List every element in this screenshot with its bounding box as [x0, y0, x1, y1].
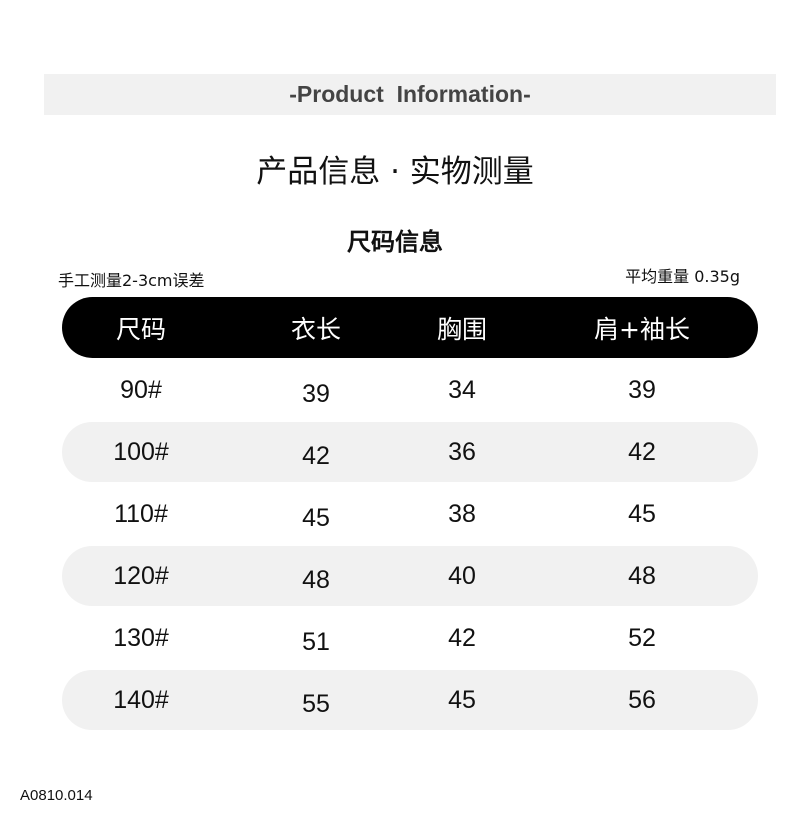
header-shoulder-sleeve: 肩+袖长 [594, 314, 690, 344]
product-code: A0810.014 [20, 787, 93, 804]
cell-size: 100# [113, 437, 169, 466]
cell-size: 110# [114, 499, 168, 528]
size-info-heading: 尺码信息 [345, 222, 445, 257]
cell-shoulder-sleeve: 48 [628, 561, 656, 590]
cell-chest: 38 [448, 499, 476, 528]
cell-length: 45 [302, 503, 330, 532]
table-header: 尺码 衣长 胸围 肩+袖长 [62, 297, 758, 358]
cell-size: 90# [120, 375, 162, 404]
cell-chest: 45 [448, 685, 476, 714]
table-row: 90# 39 34 39 [62, 360, 758, 420]
cell-chest: 40 [448, 561, 476, 590]
cell-shoulder-sleeve: 52 [628, 623, 656, 652]
page-title: 产品信息 · 实物测量 [256, 154, 534, 190]
table-row: 100# 42 36 42 [62, 422, 758, 482]
cell-length: 42 [302, 441, 330, 470]
header-size: 尺码 [115, 314, 166, 344]
cell-chest: 34 [448, 375, 476, 404]
table-row: 120# 48 40 48 [62, 546, 758, 606]
cell-length: 51 [302, 627, 330, 656]
header-chest: 胸围 [436, 314, 487, 344]
cell-length: 39 [302, 379, 330, 408]
average-weight-note: 平均重量 0.35g [625, 267, 740, 286]
cell-size: 130# [113, 623, 169, 652]
cell-chest: 42 [448, 623, 476, 652]
cell-chest: 36 [448, 437, 476, 466]
size-info-heading-text: 尺码信息 [347, 228, 443, 256]
cell-length: 48 [302, 565, 330, 594]
table-row: 140# 55 45 56 [62, 670, 758, 730]
table-row: 110# 45 38 45 [62, 484, 758, 544]
cell-shoulder-sleeve: 39 [628, 375, 656, 404]
cell-size: 120# [113, 561, 169, 590]
cell-size: 140# [113, 685, 169, 714]
measurement-error-note: 手工测量2-3cm误差 [58, 271, 205, 290]
cell-shoulder-sleeve: 42 [628, 437, 656, 466]
cell-shoulder-sleeve: 45 [628, 499, 656, 528]
cell-shoulder-sleeve: 56 [628, 685, 656, 714]
table-row: 130# 51 42 52 [62, 608, 758, 668]
cell-length: 55 [302, 689, 330, 718]
product-information-banner: -Product Information- [44, 74, 776, 115]
header-length: 衣长 [290, 314, 341, 344]
